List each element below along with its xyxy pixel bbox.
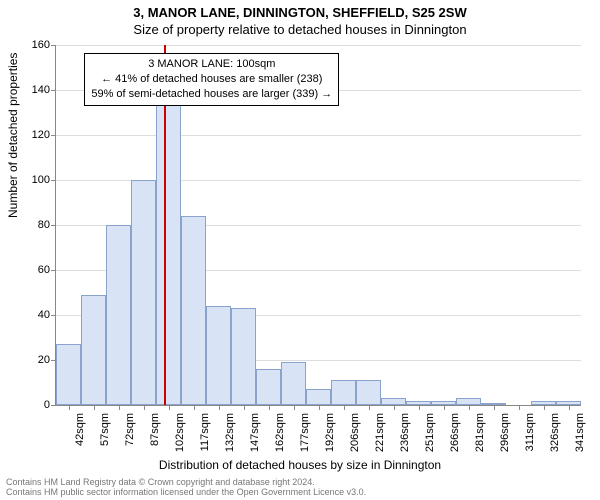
chart-title-address: 3, MANOR LANE, DINNINGTON, SHEFFIELD, S2… [0, 5, 600, 20]
histogram-bar [56, 344, 81, 405]
x-tick-label: 236sqm [399, 413, 411, 452]
histogram-bar [206, 306, 231, 405]
x-tick [69, 405, 70, 410]
x-tick-label: 72sqm [124, 413, 136, 446]
chart-container: 3, MANOR LANE, DINNINGTON, SHEFFIELD, S2… [0, 0, 600, 500]
x-tick-label: 132sqm [224, 413, 236, 452]
x-tick-label: 177sqm [299, 413, 311, 452]
y-tick-label: 140 [32, 84, 56, 96]
histogram-bar [281, 362, 306, 405]
histogram-bar [456, 398, 481, 405]
y-tick-label: 120 [32, 129, 56, 141]
x-tick [219, 405, 220, 410]
annotation-line2: ← 41% of detached houses are smaller (23… [91, 72, 332, 87]
x-tick-label: 102sqm [174, 413, 186, 452]
x-tick-label: 266sqm [449, 413, 461, 452]
y-tick-label: 60 [38, 264, 56, 276]
histogram-bar [81, 295, 106, 405]
x-tick [269, 405, 270, 410]
x-tick [294, 405, 295, 410]
x-tick [494, 405, 495, 410]
x-tick-label: 87sqm [149, 413, 161, 446]
histogram-bar [331, 380, 356, 405]
plot-area: 02040608010012014016042sqm57sqm72sqm87sq… [55, 45, 581, 406]
x-tick [469, 405, 470, 410]
footer: Contains HM Land Registry data © Crown c… [6, 478, 366, 498]
x-tick-label: 42sqm [74, 413, 86, 446]
gridline [56, 135, 581, 136]
x-tick [119, 405, 120, 410]
x-tick-label: 311sqm [524, 413, 536, 451]
footer-line2: Contains HM public sector information li… [6, 488, 366, 498]
x-tick-label: 117sqm [199, 413, 211, 451]
x-tick [544, 405, 545, 410]
x-tick-label: 296sqm [499, 413, 511, 452]
histogram-bar [106, 225, 131, 405]
x-tick [519, 405, 520, 410]
histogram-bar [231, 308, 256, 405]
x-tick-label: 192sqm [324, 413, 336, 452]
histogram-bar [381, 398, 406, 405]
histogram-bar [256, 369, 281, 405]
x-tick-label: 57sqm [99, 413, 111, 446]
x-tick [369, 405, 370, 410]
x-tick-label: 147sqm [249, 413, 261, 452]
x-tick [444, 405, 445, 410]
x-tick [244, 405, 245, 410]
x-tick-label: 206sqm [349, 413, 361, 452]
y-tick-label: 160 [32, 39, 56, 51]
y-tick-label: 20 [38, 354, 56, 366]
y-tick-label: 40 [38, 309, 56, 321]
x-tick [94, 405, 95, 410]
y-tick-label: 100 [32, 174, 56, 186]
gridline [56, 45, 581, 46]
x-tick [344, 405, 345, 410]
chart-title-subtitle: Size of property relative to detached ho… [0, 22, 600, 37]
histogram-bar [131, 180, 156, 405]
histogram-bar [156, 88, 181, 405]
annotation-box: 3 MANOR LANE: 100sqm ← 41% of detached h… [84, 53, 339, 106]
x-tick [419, 405, 420, 410]
x-tick-label: 221sqm [374, 413, 386, 452]
y-tick-label: 0 [44, 399, 56, 411]
x-axis-label: Distribution of detached houses by size … [0, 458, 600, 472]
annotation-line1: 3 MANOR LANE: 100sqm [91, 57, 332, 72]
x-tick-label: 341sqm [574, 413, 586, 452]
x-tick [169, 405, 170, 410]
x-tick-label: 251sqm [424, 413, 436, 452]
annotation-line3: 59% of semi-detached houses are larger (… [91, 87, 332, 102]
x-tick [319, 405, 320, 410]
histogram-bar [356, 380, 381, 405]
x-tick [569, 405, 570, 410]
y-axis-label: Number of detached properties [6, 53, 20, 218]
histogram-bar [306, 389, 331, 405]
x-tick-label: 326sqm [549, 413, 561, 452]
y-tick-label: 80 [38, 219, 56, 231]
x-tick-label: 162sqm [274, 413, 286, 452]
x-tick [194, 405, 195, 410]
x-tick-label: 281sqm [474, 413, 486, 452]
histogram-bar [181, 216, 206, 405]
x-tick [144, 405, 145, 410]
x-tick [394, 405, 395, 410]
